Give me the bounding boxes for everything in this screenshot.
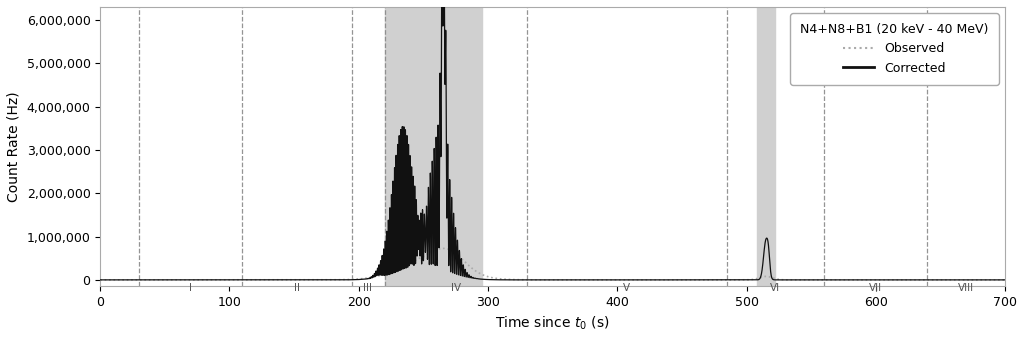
Legend: Observed, Corrected: Observed, Corrected	[791, 13, 998, 85]
X-axis label: Time since $t_0$ (s): Time since $t_0$ (s)	[496, 315, 610, 332]
Observed	[998, 278, 1011, 282]
Corrected	[94, 278, 106, 282]
Corrected	[998, 278, 1011, 282]
Bar	[385, 7, 481, 286]
Text: V: V	[623, 283, 630, 293]
Text: III: III	[364, 283, 373, 293]
Text: I: I	[189, 283, 193, 293]
Corrected	[984, 278, 996, 282]
Observed	[480, 274, 493, 278]
Observed	[984, 278, 996, 282]
Observed	[607, 278, 620, 282]
Corrected	[172, 278, 184, 282]
Observed	[908, 278, 921, 282]
Bar	[757, 7, 775, 286]
Text: VI: VI	[770, 283, 780, 293]
Text: II: II	[294, 283, 300, 293]
Observed	[591, 278, 603, 282]
Line: Observed: Observed	[100, 248, 1005, 280]
Y-axis label: Count Rate (Hz): Count Rate (Hz)	[7, 91, 20, 202]
Observed	[437, 246, 450, 251]
Observed	[94, 278, 106, 282]
Corrected	[480, 277, 493, 281]
Text: VII: VII	[869, 283, 883, 293]
Text: IV: IV	[451, 283, 461, 293]
Observed	[172, 278, 184, 282]
Corrected	[591, 278, 603, 282]
Line: Corrected: Corrected	[100, 0, 1005, 280]
Text: VIII: VIII	[958, 283, 975, 293]
Corrected	[607, 278, 620, 282]
Corrected	[908, 278, 921, 282]
